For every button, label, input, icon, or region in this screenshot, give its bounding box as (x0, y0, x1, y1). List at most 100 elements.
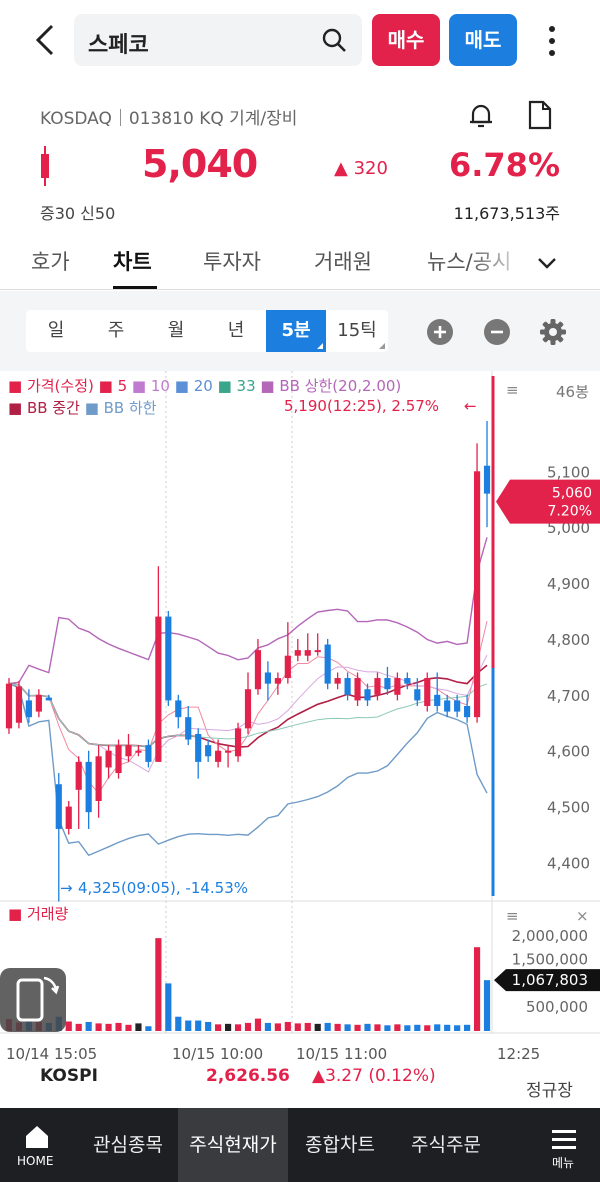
candle (364, 689, 371, 701)
candle (334, 678, 341, 684)
candle (324, 644, 331, 684)
price-change: ▲ 320 (334, 158, 388, 179)
y-tick-label: 4,400 (547, 854, 590, 872)
candle (115, 745, 122, 774)
period-year[interactable]: 년 (227, 320, 245, 341)
nav-combined-chart[interactable]: 종합차트 (305, 1134, 375, 1156)
document-icon[interactable] (526, 100, 554, 130)
rotate-screen-button[interactable] (0, 968, 66, 1032)
volume-bar (364, 1023, 371, 1031)
back-arrow-icon[interactable] (28, 22, 64, 58)
zoom-out-icon[interactable] (483, 318, 511, 346)
current-price-tag (496, 479, 600, 524)
volume-bar (294, 1023, 301, 1031)
candle (45, 697, 52, 701)
corner-mark-icon (317, 343, 323, 349)
high-arrow-icon: ← (464, 397, 477, 415)
zoom-in-icon[interactable] (426, 318, 454, 346)
index-ticker-row[interactable] (0, 1066, 600, 1108)
volume-bar (244, 1022, 252, 1031)
period-5min-label: 5분 (281, 320, 311, 341)
bb-upper-line (8, 537, 488, 685)
hamburger-icon (552, 1130, 576, 1149)
candle (414, 689, 421, 701)
rotate-phone-icon (16, 976, 60, 1022)
candle (125, 745, 132, 757)
volume-bar (135, 1023, 142, 1031)
bottom-navigation: HOME 관심종목 주식현재가 종합차트 주식주문 메뉴 (0, 1108, 600, 1182)
nav-current-price[interactable]: 주식현재가 (178, 1108, 288, 1182)
price-pane-menu-icon: ≡ (506, 381, 519, 399)
price-change-percent: 6.78% (448, 146, 560, 184)
gear-icon[interactable] (539, 318, 567, 346)
candle (274, 678, 281, 684)
total-volume: 11,673,513주 (453, 204, 560, 223)
volume-bar (374, 1024, 381, 1031)
volume-bar (65, 1021, 72, 1031)
period-week[interactable]: 주 (107, 320, 125, 341)
volume-bar (175, 1016, 182, 1031)
volume-bar (304, 1022, 311, 1031)
legend-bb-mid: ■ BB 중간 (8, 399, 80, 417)
chevron-down-icon[interactable] (536, 252, 558, 274)
price-chart[interactable]: 5,100 5,000 4,900 4,800 4,700 4,600 4,500 4,400… (0, 371, 600, 1071)
stock-search-field[interactable]: 스페코 (74, 14, 362, 66)
candle (65, 806, 72, 829)
period-day[interactable]: 일 (47, 320, 65, 341)
volume-bar (444, 1024, 451, 1031)
volume-bar (85, 1021, 92, 1031)
candle (354, 678, 361, 701)
menu-button[interactable]: 메뉴 (532, 1108, 600, 1182)
candle (185, 717, 192, 740)
legend-ma33-label: 33 (236, 377, 256, 395)
tab-orderbook[interactable]: 호가 (31, 250, 70, 274)
buy-button[interactable]: 매수 (372, 14, 440, 66)
candle (404, 678, 411, 684)
ma33-line (8, 683, 488, 748)
candle (444, 700, 451, 712)
volume-bar (334, 1023, 341, 1031)
candle (155, 616, 162, 762)
volume-pane-close-icon: × (576, 907, 589, 925)
volume-bar (274, 1023, 281, 1031)
volume-bars (5, 938, 491, 1031)
volume-tick-label: 1,500,000 (512, 951, 588, 969)
chart-legend-row2: ■ BB 중간 ■ BB 하한 (8, 398, 157, 418)
volume-bar (344, 1024, 351, 1031)
nav-watchlist[interactable]: 관심종목 (93, 1134, 163, 1156)
y-tick-label: 5,100 (547, 463, 590, 481)
stock-market-code-sector: KOSDAQ｜013810 KQ 기계/장비 (40, 109, 298, 129)
tab-investor[interactable]: 투자자 (203, 250, 261, 274)
candles (5, 421, 491, 902)
candle (454, 700, 461, 712)
search-icon[interactable] (320, 26, 348, 54)
period-15tick[interactable]: 15틱 (326, 310, 388, 352)
more-options-icon[interactable] (538, 22, 566, 62)
candle (25, 700, 32, 718)
active-tab-indicator (113, 286, 157, 289)
candle (424, 678, 431, 706)
bell-icon[interactable] (466, 100, 496, 130)
legend-bb-upper-label: BB 상한(20,2.00) (279, 377, 402, 395)
nav-stock-order[interactable]: 주식주문 (411, 1134, 481, 1156)
tab-chart[interactable]: 차트 (113, 250, 152, 274)
current-price-tag-pct: 7.20% (548, 504, 592, 520)
candle (304, 650, 311, 656)
sell-button[interactable]: 매도 (449, 14, 517, 66)
current-price: 5,040 (142, 142, 258, 186)
candle (384, 678, 391, 690)
period-month[interactable]: 월 (167, 320, 185, 341)
tab-broker[interactable]: 거래원 (314, 250, 372, 274)
candle (394, 678, 401, 695)
home-button[interactable]: HOME (0, 1108, 74, 1182)
volume-bar (155, 938, 162, 1031)
x-tick-label: 12:25 (497, 1045, 540, 1063)
candle (215, 750, 222, 762)
period-5min[interactable]: 5분 (266, 310, 326, 352)
y-tick-label: 4,500 (547, 799, 590, 817)
index-value: 2,626.56 (206, 1066, 290, 1086)
volume-legend-label: 거래량 (26, 905, 69, 923)
y-tick-label: 4,600 (547, 743, 590, 761)
volume-bar (95, 1023, 102, 1031)
volume-bar (483, 980, 491, 1031)
